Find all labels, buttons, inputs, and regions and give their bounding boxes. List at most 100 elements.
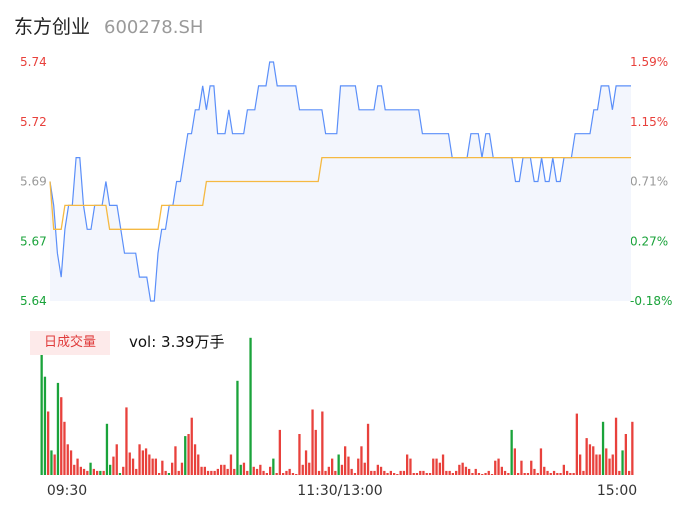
volume-bar <box>190 417 193 475</box>
volume-bar <box>592 446 595 475</box>
volume-bar <box>494 460 497 475</box>
volume-bar <box>618 470 621 475</box>
volume-bar <box>614 417 618 475</box>
volume-bar <box>376 464 379 475</box>
volume-bar <box>471 473 474 475</box>
y-tick-label-left: 5.69 <box>20 175 47 189</box>
volume-bar <box>526 473 530 475</box>
price-line <box>49 61 631 302</box>
volume-bar <box>278 429 281 475</box>
volume-bar <box>128 452 131 475</box>
volume-bar <box>487 470 490 475</box>
volume-bar <box>317 470 321 475</box>
volume-bar <box>131 458 135 475</box>
volume-bar <box>513 448 516 475</box>
volume-bar <box>213 470 216 475</box>
volume-bar <box>562 464 565 475</box>
volume-bar <box>490 474 494 475</box>
volume-bar <box>579 454 582 475</box>
volume-bar <box>477 473 481 475</box>
volume-bar <box>242 462 246 475</box>
volume-bar <box>406 454 409 475</box>
volume-bar <box>203 466 206 475</box>
volume-bar <box>154 458 157 475</box>
volume-bar <box>556 473 559 475</box>
volume-bar <box>148 454 151 475</box>
volume-bar <box>412 473 415 475</box>
volume-bar <box>105 423 109 475</box>
volume-readout: vol: 3.39万手 <box>129 333 225 351</box>
y-tick-label-left: 5.64 <box>20 294 47 308</box>
volume-bar <box>458 464 461 475</box>
volume-bar <box>575 413 578 475</box>
volume-bar <box>60 397 63 475</box>
volume-bar <box>288 468 291 475</box>
volume-bar <box>598 454 601 475</box>
volume-bar <box>608 458 611 475</box>
volume-bar <box>481 474 484 475</box>
volume-bar <box>206 470 210 475</box>
volume-bar <box>118 473 122 475</box>
volume-bar <box>295 474 298 475</box>
volume-bar <box>109 464 112 475</box>
volume-bar <box>56 382 60 475</box>
volume-bar <box>461 462 464 475</box>
stock-header: 东方创业 600278.SH <box>14 12 203 40</box>
volume-bar <box>220 464 223 475</box>
volume-bar <box>177 470 180 475</box>
volume-bar <box>386 473 389 475</box>
volume-bar <box>415 473 419 475</box>
volume-bar <box>171 462 174 475</box>
volume-bar <box>370 470 373 475</box>
volume-bar <box>585 438 588 475</box>
volume-bar <box>588 444 592 475</box>
y-tick-label-right: -0.18% <box>630 294 672 308</box>
daily-volume-tab[interactable]: 日成交量 <box>30 331 110 355</box>
volume-bar <box>327 466 330 475</box>
volume-bar <box>409 458 412 475</box>
volume-bar <box>520 460 523 475</box>
volume-bar <box>144 448 148 475</box>
volume-bar <box>468 468 471 475</box>
volume-bar <box>582 470 585 475</box>
volume-bar <box>76 458 79 475</box>
volume-bar <box>167 473 171 475</box>
volume-bar <box>503 470 507 475</box>
volume-bar <box>259 464 262 475</box>
volume-bar <box>135 468 138 475</box>
volume-bar <box>566 470 569 475</box>
volume-bar <box>451 473 454 475</box>
volume-bar <box>552 470 556 475</box>
volume-bar <box>180 462 184 475</box>
volume-bar <box>275 473 278 475</box>
volume-bar <box>86 470 89 475</box>
volume-bar <box>63 421 66 475</box>
stock-name: 东方创业 <box>14 16 91 38</box>
volume-bar <box>572 473 575 475</box>
volume-bar <box>125 407 128 475</box>
volume-bar <box>464 466 468 475</box>
volume-bar <box>474 468 477 475</box>
volume-bar <box>197 454 200 475</box>
volume-bar <box>624 434 627 475</box>
volume-bar <box>174 446 177 475</box>
volume-bar <box>360 446 363 475</box>
volume-bar <box>255 468 259 475</box>
volume-bar <box>445 470 448 475</box>
volume-bar <box>252 466 255 475</box>
volume-bar <box>229 454 233 475</box>
volume-bar <box>510 429 513 475</box>
volume-bar <box>187 434 190 475</box>
volume-bar <box>184 436 187 475</box>
volume-bar <box>200 466 203 475</box>
volume-bar <box>539 448 543 475</box>
volume-bar <box>331 458 334 475</box>
volume-bar <box>631 421 634 475</box>
volume-bar <box>536 473 539 475</box>
volume-bar <box>249 337 252 475</box>
volume-bar <box>523 473 526 475</box>
x-tick-label: 09:30 <box>47 483 87 499</box>
volume-bar <box>422 470 425 475</box>
volume-bar <box>337 454 340 475</box>
volume-bar <box>533 468 536 475</box>
